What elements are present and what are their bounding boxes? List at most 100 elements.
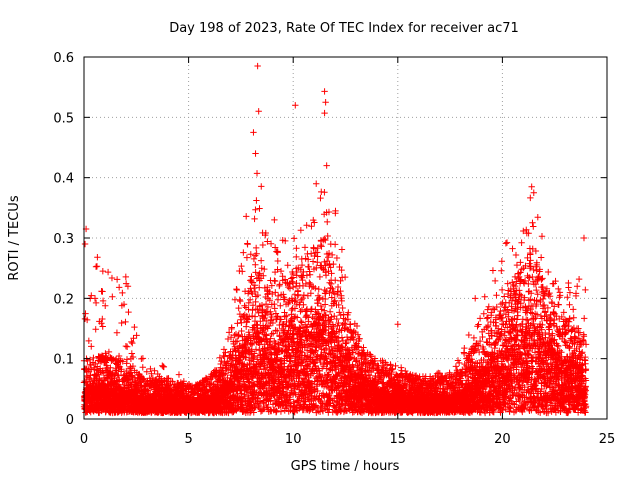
- data-point: [337, 311, 344, 319]
- data-point: [243, 254, 251, 261]
- data-point: [143, 368, 150, 375]
- data-point: [119, 358, 126, 365]
- data-point: [122, 342, 130, 350]
- data-point: [235, 304, 242, 312]
- data-point: [272, 289, 279, 296]
- data-point: [128, 350, 136, 357]
- data-point: [142, 386, 150, 393]
- data-point: [293, 245, 300, 252]
- data-point: [130, 335, 137, 342]
- data-point: [99, 297, 107, 305]
- data-point: [99, 315, 106, 323]
- data-point: [93, 263, 101, 270]
- data-point: [105, 348, 113, 356]
- data-point: [314, 259, 321, 266]
- data-point: [258, 183, 265, 190]
- data-point: [301, 244, 309, 251]
- data-point: [253, 170, 261, 177]
- data-point: [103, 356, 110, 364]
- data-point: [102, 302, 109, 310]
- data-point: [94, 371, 102, 379]
- data-point: [99, 323, 106, 330]
- data-point: [88, 343, 95, 350]
- data-point: [115, 352, 123, 360]
- data-point: [321, 301, 329, 308]
- data-point: [284, 261, 291, 269]
- data-point: [338, 246, 346, 253]
- data-point: [94, 254, 101, 261]
- data-point: [113, 329, 121, 336]
- data-point: [242, 213, 250, 220]
- data-point: [293, 253, 300, 261]
- data-point: [240, 249, 247, 256]
- data-point: [237, 297, 244, 305]
- data-point: [83, 316, 91, 324]
- data-point: [324, 218, 331, 226]
- data-point: [108, 274, 116, 282]
- data-point: [242, 323, 250, 330]
- data-point: [332, 277, 339, 284]
- data-point: [339, 304, 346, 312]
- data-point: [129, 362, 137, 370]
- data-point: [252, 261, 259, 268]
- data-point: [306, 271, 314, 278]
- data-point: [165, 382, 172, 389]
- data-point: [271, 277, 279, 285]
- data-point: [131, 323, 138, 331]
- data-point: [314, 300, 322, 307]
- data-point: [303, 222, 310, 229]
- data-point: [92, 299, 100, 307]
- data-point: [159, 362, 166, 369]
- data-point: [98, 320, 105, 327]
- data-point: [129, 353, 137, 361]
- data-point: [169, 378, 176, 385]
- data-point: [337, 277, 344, 285]
- data-point: [118, 366, 125, 373]
- data-point: [277, 267, 285, 275]
- data-point: [274, 257, 281, 265]
- data-point: [326, 308, 334, 315]
- data-point: [288, 306, 295, 314]
- data-point: [256, 205, 263, 212]
- data-point: [115, 284, 123, 291]
- data-point: [277, 408, 285, 415]
- data-point: [85, 337, 93, 345]
- data-point: [144, 387, 151, 394]
- data-point: [139, 364, 146, 371]
- data-point: [238, 319, 245, 326]
- data-point: [160, 363, 168, 371]
- data-point: [318, 243, 325, 250]
- data-point: [321, 189, 328, 196]
- data-point: [253, 197, 260, 204]
- data-point: [122, 318, 129, 326]
- data-point: [308, 223, 315, 230]
- data-point: [271, 305, 278, 312]
- data-point: [316, 273, 324, 281]
- data-point: [107, 364, 114, 371]
- data-point: [151, 367, 158, 374]
- data-point: [317, 194, 324, 202]
- data-point: [252, 206, 259, 213]
- data-point: [297, 227, 305, 234]
- data-point: [147, 365, 154, 373]
- data-point: [252, 244, 260, 252]
- data-point: [128, 338, 135, 346]
- data-point: [236, 296, 243, 304]
- data-point: [239, 268, 246, 275]
- data-point: [123, 343, 131, 350]
- data-point: [125, 308, 132, 316]
- data-point: [290, 235, 298, 242]
- data-point: [120, 301, 128, 308]
- data-point: [341, 273, 349, 281]
- data-points: [80, 62, 590, 417]
- data-point: [86, 356, 94, 363]
- data-point: [233, 286, 241, 294]
- data-point: [303, 312, 310, 320]
- data-point: [122, 273, 130, 281]
- data-point: [119, 378, 126, 385]
- data-point: [328, 343, 335, 350]
- data-point: [315, 285, 322, 293]
- data-point: [123, 356, 131, 363]
- data-point: [238, 327, 245, 335]
